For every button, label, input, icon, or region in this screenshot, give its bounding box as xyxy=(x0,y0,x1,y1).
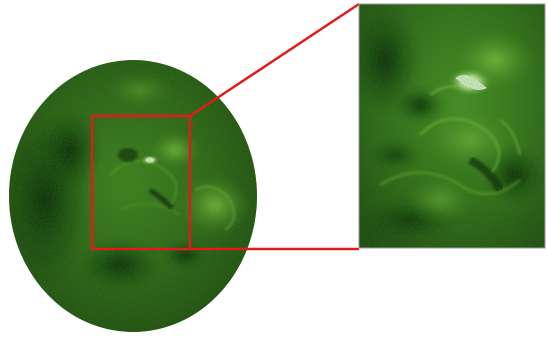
magnified-inset xyxy=(358,3,546,249)
solar-disk xyxy=(9,60,257,332)
zoom-selection-box xyxy=(90,114,192,251)
zoom-connector-lines xyxy=(189,2,360,251)
